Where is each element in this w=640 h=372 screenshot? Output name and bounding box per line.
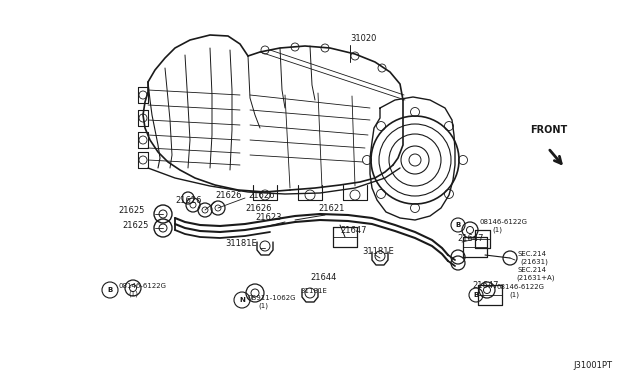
Text: (21631): (21631) [520, 259, 548, 265]
Text: 08146-6122G: 08146-6122G [118, 283, 166, 289]
Text: 21644: 21644 [310, 273, 337, 282]
Text: (1): (1) [258, 303, 268, 309]
Text: 21625: 21625 [122, 221, 148, 230]
Text: SEC.214: SEC.214 [518, 251, 547, 257]
Text: 21623: 21623 [255, 212, 282, 221]
Text: B: B [456, 222, 461, 228]
Text: 31020: 31020 [350, 33, 376, 42]
Text: 21626: 21626 [245, 203, 271, 212]
Text: (1): (1) [128, 291, 138, 297]
Text: 08146-6122G: 08146-6122G [497, 284, 545, 290]
Text: 21621: 21621 [318, 203, 344, 212]
Text: 0B911-1062G: 0B911-1062G [248, 295, 296, 301]
Text: SEC.214: SEC.214 [518, 267, 547, 273]
Text: (21631+A): (21631+A) [516, 275, 554, 281]
Text: FRONT: FRONT [530, 125, 567, 135]
Text: 31181E: 31181E [300, 288, 327, 294]
Text: 21626: 21626 [248, 190, 275, 199]
Text: 21625: 21625 [118, 205, 145, 215]
Text: J31001PT: J31001PT [573, 360, 612, 369]
Text: 21647: 21647 [340, 225, 367, 234]
Text: B: B [474, 292, 479, 298]
Text: 21647: 21647 [472, 282, 499, 291]
Text: B: B [108, 287, 113, 293]
Text: N: N [239, 297, 245, 303]
Text: 31181E: 31181E [362, 247, 394, 257]
Text: 21626: 21626 [215, 190, 241, 199]
Text: (1): (1) [492, 227, 502, 233]
Text: 21626: 21626 [175, 196, 202, 205]
Text: 08146-6122G: 08146-6122G [480, 219, 528, 225]
Text: 31181E: 31181E [225, 240, 257, 248]
Text: (1): (1) [509, 292, 519, 298]
Text: 21647: 21647 [457, 234, 483, 243]
